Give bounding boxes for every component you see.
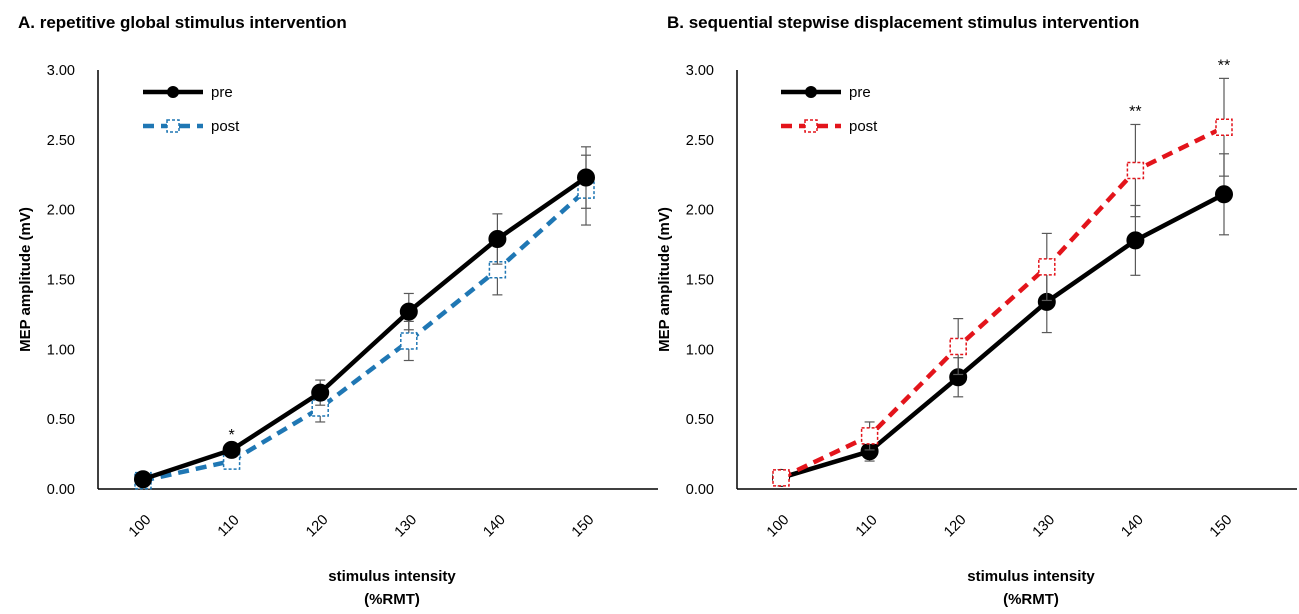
x-tick-label: 120 [941, 512, 969, 540]
legend-label: pre [849, 84, 871, 101]
data-point-pre [577, 168, 595, 187]
y-tick-label: 3.00 [686, 63, 714, 79]
y-tick-label: 1.00 [47, 342, 75, 358]
legend-label: post [849, 118, 878, 135]
x-axis-label: stimulus intensity [967, 568, 1095, 585]
data-point-pre [1126, 231, 1145, 250]
y-tick-label: 2.50 [47, 133, 75, 149]
x-tick-label: 140 [1118, 512, 1146, 540]
data-point-post [1215, 118, 1233, 137]
legend-label: pre [211, 84, 233, 101]
series-post [134, 154, 595, 490]
data-point-post [949, 337, 967, 356]
series-pre [772, 153, 1233, 487]
data-point-pre [222, 440, 241, 459]
y-tick-label: 1.50 [686, 273, 714, 289]
x-tick-label: 140 [480, 512, 508, 540]
y-axis-label: MEP amplitude (mV) [17, 207, 34, 352]
x-axis-label: stimulus intensity [328, 568, 456, 585]
x-axis-label: (%RMT) [1003, 591, 1059, 608]
x-tick-label: 150 [569, 512, 597, 540]
data-point-post [860, 427, 879, 445]
y-tick-label: 2.50 [686, 133, 714, 149]
data-point-post [1126, 161, 1145, 180]
y-tick-label: 3.00 [47, 63, 75, 79]
chart-title: B. sequential stepwise displacement stim… [667, 13, 1139, 32]
series-pre-line [142, 175, 588, 482]
x-tick-label: 110 [853, 512, 881, 540]
legend-item-post: post [781, 118, 878, 135]
data-point-pre [399, 302, 418, 321]
x-tick-label: 120 [303, 512, 331, 540]
y-tick-label: 2.00 [686, 203, 714, 219]
y-tick-label: 0.50 [47, 412, 75, 428]
y-tick-label: 0.00 [47, 482, 75, 498]
chart-panel-b: B. sequential stepwise displacement stim… [656, 13, 1297, 608]
legend-marker [166, 119, 180, 133]
legend-marker [804, 119, 818, 133]
data-point-pre [1215, 185, 1233, 204]
y-tick-label: 1.00 [686, 342, 714, 358]
x-tick-label: 130 [1030, 512, 1058, 540]
data-point-pre [488, 229, 507, 248]
chart-title: A. repetitive global stimulus interventi… [18, 13, 347, 32]
legend-item-post: post [143, 118, 240, 135]
legend-marker [167, 86, 179, 98]
y-axis-label: MEP amplitude (mV) [656, 207, 673, 352]
legend-label: post [211, 118, 240, 135]
data-point-pre [134, 470, 152, 489]
x-axis-label: (%RMT) [364, 591, 420, 608]
significance-marker: * [228, 427, 234, 444]
legend-item-pre: pre [781, 84, 871, 101]
y-tick-label: 2.00 [47, 203, 75, 219]
data-point-post [1038, 258, 1056, 276]
data-point-pre [311, 383, 330, 402]
x-tick-label: 150 [1207, 512, 1235, 540]
series-post [772, 77, 1233, 487]
significance-marker: ** [1218, 57, 1230, 74]
x-tick-label: 100 [764, 512, 792, 540]
x-tick-label: 130 [392, 512, 420, 540]
significance-marker: ** [1129, 103, 1141, 120]
series-post-line [780, 125, 1225, 480]
y-tick-label: 0.50 [686, 412, 714, 428]
y-tick-label: 1.50 [47, 273, 75, 289]
data-point-post [400, 332, 418, 350]
series-post-line [142, 188, 588, 483]
chart-panel-a: A. repetitive global stimulus interventi… [17, 13, 658, 608]
y-tick-label: 0.00 [686, 482, 714, 498]
legend-item-pre: pre [143, 84, 233, 101]
legend-marker [805, 86, 817, 98]
x-tick-label: 110 [215, 512, 243, 540]
series-pre-line [780, 192, 1226, 480]
data-point-post [772, 469, 790, 487]
series-pre [134, 146, 595, 489]
x-tick-label: 100 [126, 512, 154, 540]
